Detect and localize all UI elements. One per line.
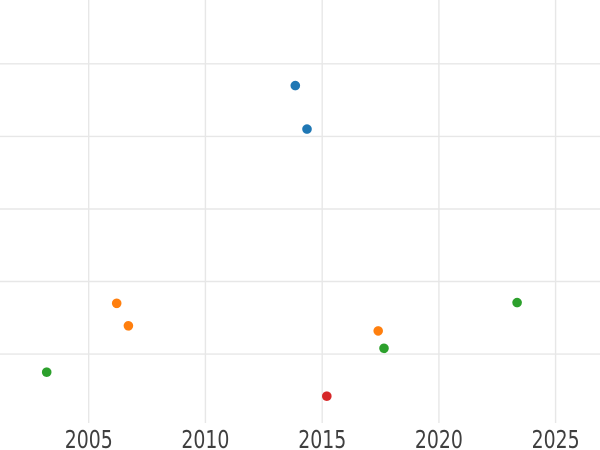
x-tick-label: 2020 (415, 425, 463, 450)
x-tick-label: 2005 (65, 425, 113, 450)
scatter-point-series-green (41, 367, 52, 378)
scatter-point-series-orange (111, 298, 122, 309)
x-tick-label: 2025 (532, 425, 580, 450)
scatter-point-series-blue (302, 124, 312, 134)
scatter-point-series-red (322, 391, 332, 402)
scatter-point-series-blue (290, 80, 301, 91)
scatter-point-series-orange (373, 326, 384, 336)
x-tick-label: 2015 (298, 425, 346, 450)
scatter-point-series-green (512, 297, 522, 308)
scatter-point-series-green (379, 343, 389, 354)
x-tick-label: 2010 (181, 425, 229, 450)
scatter-point-series-orange (123, 321, 134, 331)
